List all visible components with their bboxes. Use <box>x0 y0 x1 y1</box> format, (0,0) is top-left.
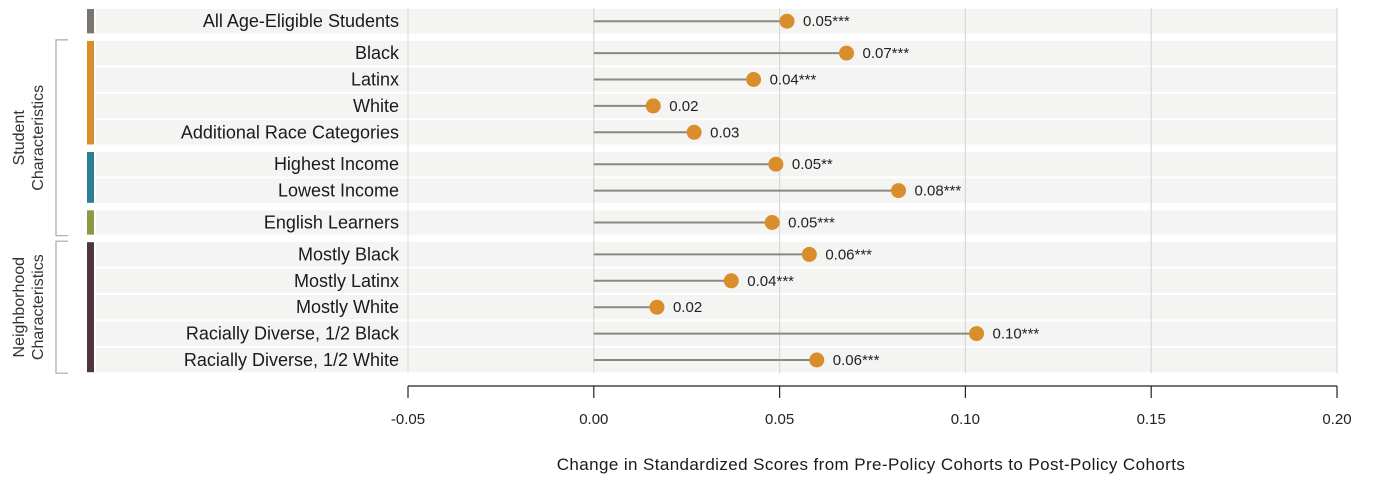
lollipop-dot <box>969 326 984 341</box>
group-label-line: Characteristics <box>30 85 47 191</box>
lollipop-dot <box>746 72 761 87</box>
row-label: Latinx <box>351 70 399 90</box>
lollipop-dot <box>839 46 854 61</box>
row-label: White <box>353 96 399 116</box>
lollipop-dot <box>802 247 817 262</box>
value-label: 0.05*** <box>803 13 850 30</box>
row-label: Mostly Black <box>298 244 400 264</box>
value-label: 0.06*** <box>825 246 872 263</box>
x-tick-label: 0.00 <box>579 411 608 428</box>
group-color-bar <box>87 210 94 234</box>
lollipop-dot <box>768 157 783 172</box>
value-label: 0.04*** <box>747 273 794 290</box>
row-label: Lowest Income <box>278 181 399 201</box>
value-label: 0.05*** <box>788 215 835 232</box>
row-label: Highest Income <box>274 154 399 174</box>
lollipop-dot <box>646 98 661 113</box>
group-label-line: Student <box>11 110 28 166</box>
lollipop-dot <box>780 14 795 29</box>
x-tick-label: 0.05 <box>765 411 794 428</box>
x-tick-label: 0.15 <box>1137 411 1166 428</box>
lollipop-dot <box>687 125 702 140</box>
x-tick-label: -0.05 <box>391 411 425 428</box>
value-label: 0.07*** <box>862 45 909 62</box>
value-label: 0.02 <box>669 98 698 115</box>
value-label: 0.03 <box>710 124 739 141</box>
value-label: 0.04*** <box>770 72 817 89</box>
value-label: 0.05** <box>792 156 833 173</box>
row-label: Racially Diverse, 1/2 White <box>184 350 399 370</box>
x-axis: -0.05 0.00 0.05 0.10 0.15 0.20 <box>391 386 1352 428</box>
lollipop-dot <box>765 215 780 230</box>
row-label: English Learners <box>264 213 399 233</box>
group-bracket <box>56 241 68 373</box>
lollipop-dot <box>724 273 739 288</box>
row-label: Racially Diverse, 1/2 Black <box>186 324 400 344</box>
lollipop-dot <box>809 353 824 368</box>
row-label: Additional Race Categories <box>181 122 399 142</box>
row-label: Mostly Latinx <box>294 271 399 291</box>
group-color-bar <box>87 152 94 203</box>
x-tick-label: 0.10 <box>951 411 980 428</box>
group-color-bar <box>87 242 94 372</box>
value-label: 0.08*** <box>915 183 962 200</box>
lollipop-dot <box>891 183 906 198</box>
row-label: Mostly White <box>296 297 399 317</box>
group-label-line: Characteristics <box>30 254 47 360</box>
row-label: Black <box>355 43 400 63</box>
value-label: 0.02 <box>673 299 702 316</box>
row-label: All Age-Eligible Students <box>203 11 399 31</box>
group-color-bars <box>87 9 94 372</box>
group-bracket <box>56 40 68 236</box>
x-tick-label: 0.20 <box>1322 411 1351 428</box>
group-color-bar <box>87 9 94 33</box>
value-label: 0.06*** <box>833 352 880 369</box>
group-label-line: Neighborhood <box>11 257 28 358</box>
x-axis-title: Change in Standardized Scores from Pre-P… <box>557 455 1186 474</box>
value-label: 0.10*** <box>993 326 1040 343</box>
group-color-bar <box>87 41 94 145</box>
lollipop-dot <box>649 300 664 315</box>
